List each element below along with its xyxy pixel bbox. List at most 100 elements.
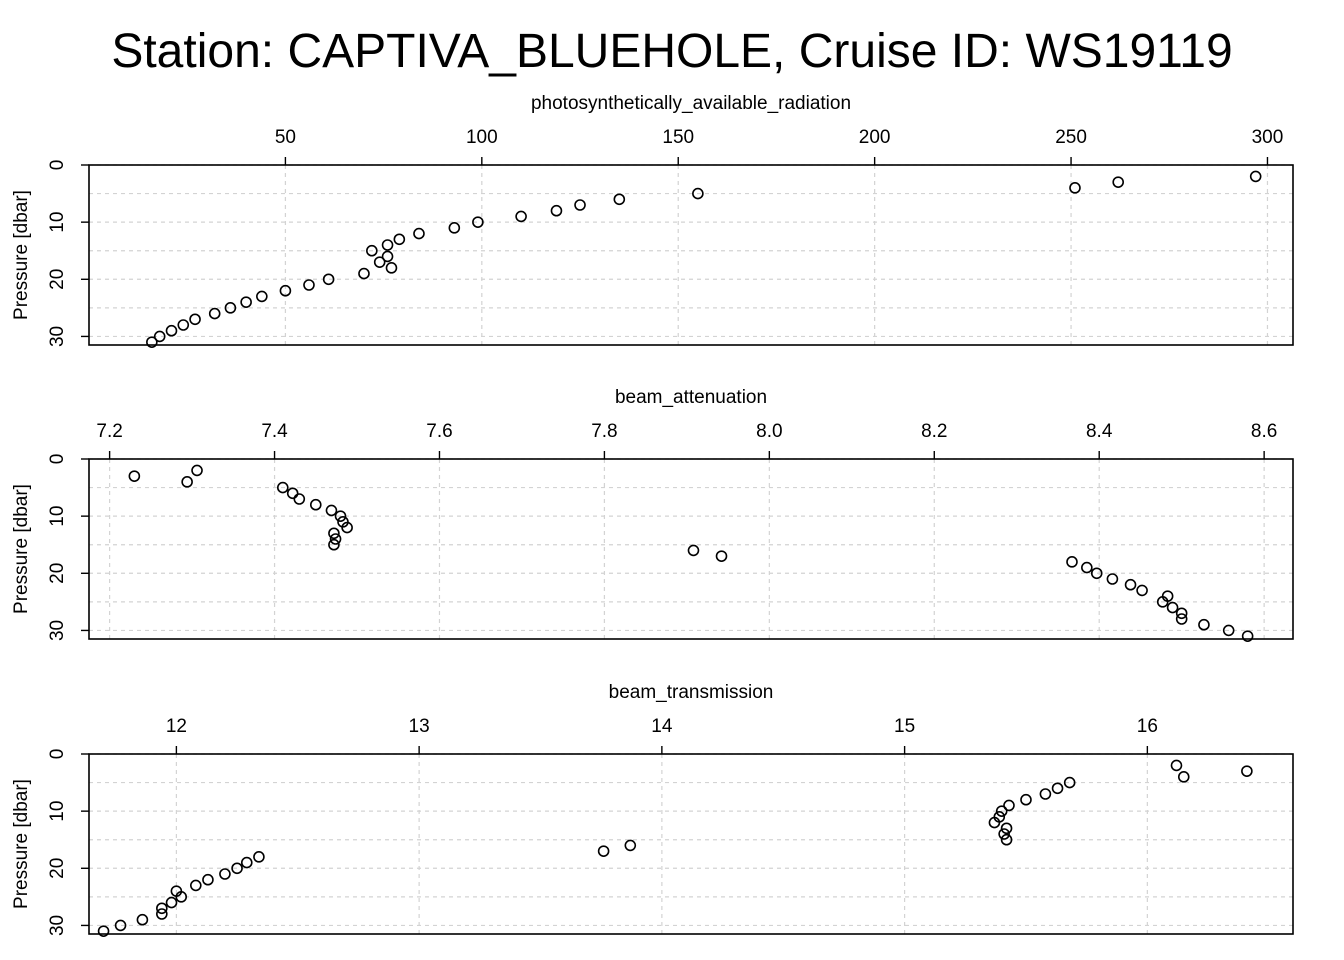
data-point: [253, 851, 265, 863]
data-point: [231, 862, 243, 875]
y-tick-label: 0: [47, 749, 68, 760]
x-axis-label: beam_attenuation: [615, 387, 767, 408]
data-point: [1003, 799, 1015, 812]
x-tick-label: 8.0: [756, 421, 782, 442]
data-point: [995, 805, 1008, 817]
data-point: [256, 290, 268, 303]
data-point: [998, 828, 1010, 840]
y-tick-label: 10: [47, 506, 68, 527]
data-point: [413, 227, 425, 240]
data-point: [515, 210, 527, 223]
x-tick-label: 8.2: [921, 421, 947, 442]
y-tick-label: 30: [47, 326, 68, 347]
x-tick-label: 8.4: [1086, 421, 1113, 442]
y-axis-label: Pressure [dbar]: [11, 190, 32, 320]
data-point: [156, 908, 168, 920]
data-point: [219, 868, 231, 880]
data-point: [574, 199, 586, 211]
y-tick-label: 10: [47, 212, 68, 233]
data-point: [97, 925, 110, 937]
data-point: [309, 498, 322, 511]
data-point: [1170, 759, 1183, 772]
data-point: [448, 222, 461, 234]
x-tick-label: 300: [1252, 127, 1284, 148]
data-point: [1112, 176, 1124, 188]
data-point: [393, 233, 406, 246]
data-point: [341, 521, 353, 534]
chart-panel-3: 12 13 14 15 16 beam_transmission 0 10 20 30 Pressu…: [11, 682, 1294, 937]
data-point: [322, 273, 335, 286]
y-axis-label: Pressure [dbar]: [11, 779, 32, 909]
data-point: [1241, 765, 1253, 777]
data-point: [293, 493, 306, 505]
data-point: [381, 250, 394, 263]
data-point: [181, 476, 193, 488]
x-tick-label: 200: [859, 127, 891, 148]
data-point: [1124, 578, 1137, 591]
data-point: [208, 307, 221, 320]
data-point: [1020, 793, 1032, 806]
x-tick-label: 12: [166, 716, 187, 737]
y-axis-label: Pressure [dbar]: [11, 484, 32, 614]
data-point: [1249, 170, 1262, 183]
y-tick-label: 30: [47, 915, 68, 936]
data-point: [175, 891, 188, 903]
plot-frame: [88, 753, 1294, 935]
data-point: [1000, 833, 1013, 846]
data-point: [1198, 618, 1210, 631]
data-point: [385, 262, 398, 274]
data-point: [136, 913, 149, 926]
x-tick-label: 7.8: [591, 421, 617, 442]
data-point: [279, 284, 292, 297]
data-point: [624, 839, 637, 852]
data-point: [1000, 822, 1013, 835]
data-point: [381, 239, 394, 251]
y-tick-label: 30: [47, 620, 68, 641]
x-tick-label: 7.2: [96, 421, 122, 442]
data-point: [613, 193, 626, 206]
plot-frame: [88, 164, 1294, 346]
x-tick-label: 7.6: [426, 421, 452, 442]
data-point: [1177, 771, 1190, 783]
y-tick-label: 20: [47, 563, 68, 584]
x-tick-label: 7.4: [261, 421, 288, 442]
data-point: [1136, 584, 1148, 597]
data-point: [1106, 573, 1119, 585]
data-point: [366, 244, 378, 257]
data-point: [715, 550, 728, 562]
x-tick-label: 50: [275, 127, 296, 148]
data-point: [550, 204, 563, 217]
data-point: [328, 538, 340, 551]
data-point: [156, 902, 168, 915]
data-point: [329, 533, 342, 545]
x-tick-label: 8.6: [1251, 421, 1277, 442]
data-point: [1066, 556, 1078, 568]
data-point: [240, 856, 253, 869]
data-point: [114, 919, 127, 932]
data-point: [373, 256, 386, 268]
plot-frame: [88, 458, 1294, 640]
data-point: [1241, 630, 1254, 642]
data-point: [325, 504, 338, 517]
x-tick-label: 16: [1137, 716, 1158, 737]
data-point: [276, 481, 289, 494]
y-tick-label: 20: [47, 858, 68, 879]
y-tick-label: 20: [47, 269, 68, 290]
y-tick-label: 0: [47, 160, 68, 171]
x-tick-label: 13: [409, 716, 430, 737]
data-point: [1081, 561, 1093, 574]
figure-title: Station: CAPTIVA_BLUEHOLE, Cruise ID: WS…: [111, 25, 1233, 78]
data-point: [303, 279, 315, 291]
x-axis-label: photosynthetically_available_radiation: [531, 93, 851, 114]
x-tick-label: 150: [662, 127, 694, 148]
data-point: [472, 216, 484, 228]
data-point: [202, 873, 214, 886]
x-tick-label: 250: [1055, 127, 1087, 148]
data-point: [692, 187, 704, 200]
x-tick-label: 14: [651, 716, 673, 737]
x-tick-label: 100: [466, 127, 498, 148]
x-axis-label: beam_transmission: [609, 682, 774, 703]
data-point: [177, 319, 190, 331]
y-tick-label: 10: [47, 801, 68, 822]
